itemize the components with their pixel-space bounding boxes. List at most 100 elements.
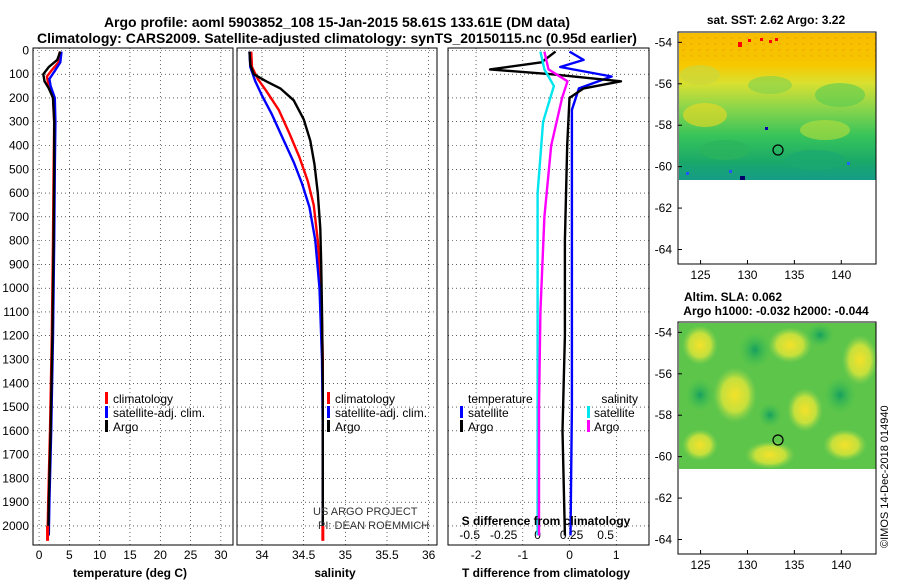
x-tick-label: -2 bbox=[471, 548, 482, 562]
series-temperature-satellite bbox=[559, 50, 613, 536]
legend-temp-argo: Argo bbox=[468, 420, 494, 434]
y-tick-label: 1800 bbox=[2, 471, 29, 485]
difference-xlabel: T difference from climatology bbox=[462, 566, 630, 580]
legend-swatch-satellite bbox=[105, 406, 108, 418]
x-tick-label: 34.5 bbox=[292, 548, 316, 562]
map-y-tick-label: -58 bbox=[655, 408, 673, 422]
salinity-xlabel: salinity bbox=[314, 566, 356, 580]
legend-climatology: climatology bbox=[113, 392, 173, 406]
x-tick-label: 20 bbox=[154, 548, 168, 562]
map-x-tick-label: 130 bbox=[737, 558, 757, 572]
y-tick-label: 1500 bbox=[2, 400, 29, 414]
y-tick-label: 2000 bbox=[2, 519, 29, 533]
s-x-tick-label: -0.5 bbox=[459, 528, 480, 542]
series-argo bbox=[42, 51, 62, 536]
sst-map-title: sat. SST: 2.62 Argo: 3.22 bbox=[707, 13, 846, 27]
x-tick-label: -1 bbox=[517, 548, 528, 562]
x-tick-label: 1 bbox=[613, 548, 620, 562]
legend-climatology: climatology bbox=[335, 392, 395, 406]
argo-location-marker bbox=[772, 144, 784, 156]
x-tick-label: 10 bbox=[93, 548, 107, 562]
legend-temp-satellite: satellite bbox=[468, 406, 509, 420]
series-argo bbox=[248, 51, 324, 536]
legend-satellite-adj: satellite-adj. clim. bbox=[113, 406, 205, 420]
y-tick-label: 1600 bbox=[2, 424, 29, 438]
y-tick-label: 1400 bbox=[2, 376, 29, 390]
y-tick-label: 200 bbox=[9, 91, 29, 105]
credit-pi: PI: DEAN ROEMMICH bbox=[318, 520, 429, 532]
difference-legend: temperature satellite Argo salinity sate… bbox=[460, 392, 638, 434]
map-x-tick-label: 135 bbox=[784, 268, 804, 282]
legend-argo: Argo bbox=[113, 420, 139, 434]
x-tick-label: 34 bbox=[255, 548, 269, 562]
temperature-panel bbox=[32, 47, 234, 546]
x-tick-label: 36 bbox=[422, 548, 436, 562]
y-tick-label: 600 bbox=[9, 186, 29, 200]
legend-satellite-adj: satellite-adj. clim. bbox=[335, 406, 427, 420]
axis-ticks: 0100200300400500600700800900100011001200… bbox=[2, 43, 620, 562]
temperature-legend: climatology satellite-adj. clim. Argo bbox=[105, 392, 205, 434]
map-x-tick-label: 140 bbox=[831, 558, 851, 572]
legend-swatch-temp-argo bbox=[460, 420, 463, 432]
dotted-gridlines bbox=[33, 48, 649, 545]
sla-map-title-1: Altim. SLA: 0.062 bbox=[684, 290, 782, 304]
y-tick-label: 1300 bbox=[2, 353, 29, 367]
y-tick-label: 1700 bbox=[2, 448, 29, 462]
map-y-tick-label: -62 bbox=[655, 491, 673, 505]
map-y-tick-label: -54 bbox=[655, 35, 673, 49]
legend-sal-argo: Argo bbox=[594, 420, 620, 434]
x-tick-label: 0 bbox=[36, 548, 43, 562]
x-tick-label: 15 bbox=[123, 548, 137, 562]
map-x-tick-label: 125 bbox=[691, 268, 711, 282]
sst-map bbox=[677, 31, 877, 265]
map-x-tick-label: 125 bbox=[691, 558, 711, 572]
y-tick-label: 500 bbox=[9, 162, 29, 176]
legend-swatch-sal-satellite bbox=[587, 406, 590, 418]
sla-map-title-2: Argo h1000: -0.032 h2000: -0.044 bbox=[683, 304, 869, 318]
temperature-xlabel: temperature (deg C) bbox=[73, 566, 187, 580]
x-tick-label: 30 bbox=[214, 548, 228, 562]
legend-swatch-argo bbox=[327, 420, 330, 432]
legend-swatch-temp-satellite bbox=[460, 406, 463, 418]
x-tick-label: 35.5 bbox=[375, 548, 399, 562]
argo-location-marker bbox=[772, 434, 784, 446]
salinity-legend: climatology satellite-adj. clim. Argo bbox=[327, 392, 427, 434]
s-difference-xlabel: S difference from climatology bbox=[462, 514, 631, 528]
map-axis-ticks: 125 130 135 140 -54 -56 -58 -60 -62 -64 125 130 135 1… bbox=[655, 35, 852, 572]
y-tick-label: 0 bbox=[22, 43, 29, 57]
map-y-tick-label: -54 bbox=[655, 325, 673, 339]
series-temperature-argo bbox=[488, 50, 623, 536]
y-tick-label: 400 bbox=[9, 138, 29, 152]
y-tick-label: 100 bbox=[9, 67, 29, 81]
x-tick-label: 5 bbox=[66, 548, 73, 562]
x-tick-label: 0 bbox=[566, 548, 573, 562]
y-tick-label: 1900 bbox=[2, 495, 29, 509]
legend-swatch-sal-argo bbox=[587, 420, 590, 432]
legend-swatch-climatology bbox=[105, 392, 108, 404]
y-tick-label: 1100 bbox=[3, 305, 29, 319]
map-y-tick-label: -62 bbox=[655, 201, 673, 215]
credit-imos: ©IMOS 14-Dec-2018 014940 bbox=[879, 405, 891, 548]
map-y-tick-label: -60 bbox=[655, 160, 673, 174]
s-x-tick-label: -0.25 bbox=[490, 528, 518, 542]
map-y-tick-label: -64 bbox=[655, 533, 673, 547]
title-line-1: Argo profile: aoml 5903852_108 15-Jan-20… bbox=[104, 14, 570, 30]
series-salinity-satellite bbox=[536, 51, 556, 536]
title-line-2: Climatology: CARS2009. Satellite-adjuste… bbox=[37, 30, 637, 46]
legend-salinity-title: salinity bbox=[601, 392, 638, 406]
map-x-tick-label: 130 bbox=[737, 268, 757, 282]
legend-temperature-title: temperature bbox=[468, 392, 533, 406]
y-tick-label: 900 bbox=[9, 257, 29, 271]
x-tick-label: 25 bbox=[184, 548, 198, 562]
y-tick-label: 300 bbox=[9, 115, 29, 129]
profile-lines bbox=[42, 50, 623, 541]
legend-swatch-climatology bbox=[327, 392, 330, 404]
map-x-tick-label: 135 bbox=[784, 558, 804, 572]
x-tick-label: 35 bbox=[339, 548, 353, 562]
map-x-tick-label: 140 bbox=[831, 268, 851, 282]
legend-argo: Argo bbox=[335, 420, 361, 434]
series-salinity-argo bbox=[537, 51, 569, 536]
y-tick-label: 800 bbox=[9, 234, 29, 248]
difference-panel bbox=[447, 47, 650, 546]
